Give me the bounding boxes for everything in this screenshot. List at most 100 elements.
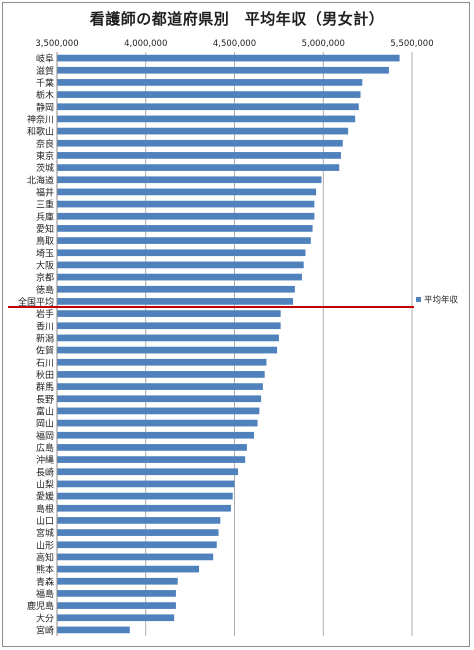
y-tick-label: 福島 (36, 588, 54, 600)
bar (57, 237, 311, 244)
bar (57, 517, 221, 524)
bar (57, 261, 304, 269)
bar (57, 164, 340, 171)
bar (57, 91, 361, 98)
bar (57, 565, 199, 573)
bar (57, 322, 281, 330)
y-tick-label: 青森 (36, 576, 54, 588)
legend-label: 平均年収 (424, 295, 459, 306)
y-tick-label: 埼玉 (36, 247, 54, 259)
y-tick-label: 滋賀 (36, 65, 54, 77)
y-tick-label: 富山 (36, 405, 54, 417)
bar (57, 273, 302, 281)
y-axis-labels: 岐阜滋賀千葉栃木静岡神奈川和歌山奈良東京茨城北海道福井三重兵庫愛知鳥取埼玉大阪京… (18, 53, 54, 637)
bar (57, 444, 247, 451)
bar (57, 346, 278, 354)
y-tick-label: 佐賀 (36, 345, 54, 357)
bar (57, 79, 363, 86)
bar (57, 152, 341, 159)
y-tick-label: 愛知 (36, 223, 54, 235)
bar (57, 298, 294, 305)
y-tick-label: 群馬 (36, 381, 54, 393)
y-tick-label: 千葉 (36, 77, 54, 89)
y-tick-label: 長崎 (36, 466, 54, 478)
y-tick-label: 秋田 (36, 369, 54, 381)
y-tick-label: 愛媛 (36, 491, 54, 503)
grid-lines (56, 52, 413, 636)
y-tick-label: 広島 (36, 442, 54, 454)
y-tick-label: 京都 (36, 272, 54, 284)
bar (57, 407, 260, 415)
bar (57, 249, 306, 257)
y-tick-label: 神奈川 (27, 113, 54, 125)
y-tick-label: 石川 (36, 359, 54, 369)
y-tick-label: 香川 (36, 321, 54, 332)
x-tick-label: 3,500,000 (35, 39, 78, 49)
bar (57, 225, 313, 232)
bar (57, 529, 219, 536)
bar (57, 54, 400, 62)
bar (57, 285, 295, 293)
y-tick-label: 宮崎 (36, 624, 54, 636)
bar (57, 176, 322, 184)
y-tick-label: 福井 (36, 186, 54, 198)
bar (57, 115, 356, 123)
bar (57, 310, 281, 317)
y-tick-label: 福岡 (36, 430, 54, 442)
bar (57, 103, 359, 111)
y-tick-label: 奈良 (36, 138, 54, 150)
bar (57, 590, 176, 597)
x-axis-ticks: 3,500,000 4,000,000 4,500,000 5,000,000 5,50… (35, 39, 433, 49)
bar (57, 419, 258, 427)
bar (57, 626, 130, 634)
y-tick-label: 山梨 (36, 478, 54, 490)
bar (57, 614, 175, 622)
bar (57, 602, 176, 609)
x-tick-label: 5,500,000 (390, 39, 433, 49)
y-tick-label: 徳島 (36, 284, 54, 296)
bar (57, 504, 231, 512)
x-tick-label: 5,000,000 (302, 39, 345, 49)
bar (57, 480, 235, 488)
y-tick-label: 北海道 (27, 174, 54, 186)
bars (57, 54, 400, 634)
y-tick-label: 大阪 (36, 259, 54, 271)
bar (57, 188, 317, 196)
y-tick-label: 岐阜 (36, 53, 54, 65)
y-tick-label: 岩手 (36, 308, 54, 320)
bar (57, 431, 255, 439)
legend-swatch (416, 297, 421, 302)
chart-title: 看護師の都道府県別 平均年収（男女計） (89, 10, 385, 28)
bar (57, 371, 265, 378)
y-tick-label: 静岡 (36, 101, 54, 113)
y-tick-label: 三重 (36, 199, 54, 211)
bar (57, 200, 315, 208)
x-tick-label: 4,000,000 (124, 39, 167, 49)
bar (57, 468, 239, 476)
legend: 平均年収 (416, 295, 459, 306)
y-tick-label: 茨城 (36, 162, 54, 174)
bar (57, 577, 178, 585)
bar (57, 139, 343, 147)
bar (57, 492, 233, 500)
y-tick-label: 鳥取 (36, 235, 54, 247)
bar (57, 456, 246, 463)
y-tick-label: 岡山 (36, 419, 54, 430)
bar (57, 66, 389, 74)
bar (57, 553, 214, 561)
bar (57, 541, 217, 549)
bar (57, 127, 349, 135)
y-tick-label: 鹿児島 (27, 600, 54, 612)
y-tick-label: 高知 (36, 551, 54, 563)
y-tick-label: 沖縄 (36, 454, 54, 466)
y-tick-label: 宮城 (36, 527, 54, 539)
y-tick-label: 全国平均 (18, 296, 54, 308)
y-tick-label: 島根 (36, 503, 54, 515)
y-tick-label: 大分 (36, 612, 54, 624)
bar (57, 212, 315, 220)
bar (57, 383, 263, 390)
y-tick-label: 山形 (36, 539, 54, 551)
y-tick-label: 新潟 (36, 332, 54, 344)
y-tick-label: 和歌山 (27, 126, 54, 138)
